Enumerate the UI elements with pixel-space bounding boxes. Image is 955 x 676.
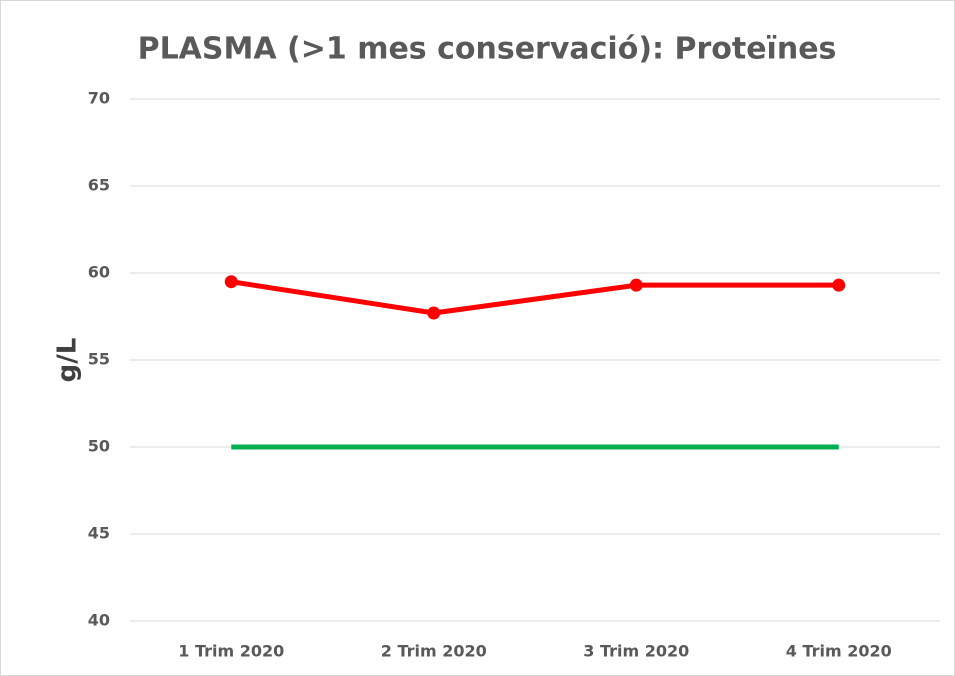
data-point: [427, 306, 441, 320]
y-tick-label: 45: [88, 524, 110, 543]
y-tick-label: 60: [88, 263, 110, 282]
x-tick-label: 2 Trim 2020: [381, 642, 487, 661]
y-axis-label: g/L: [53, 338, 83, 383]
data-point: [224, 275, 238, 289]
x-tick-label: 3 Trim 2020: [583, 642, 689, 661]
x-tick-label: 1 Trim 2020: [178, 642, 284, 661]
data-point: [629, 278, 643, 292]
y-tick-label: 40: [88, 611, 110, 630]
series-line: [230, 279, 839, 316]
y-tick-label: 70: [88, 89, 110, 108]
y-tick-label: 50: [88, 437, 110, 456]
y-tick-label: 65: [88, 176, 110, 195]
data-point: [832, 278, 846, 292]
y-tick-label: 55: [88, 350, 110, 369]
chart-title: PLASMA (>1 mes conservació): Proteïnes: [138, 32, 837, 67]
x-tick-label: 4 Trim 2020: [786, 642, 892, 661]
